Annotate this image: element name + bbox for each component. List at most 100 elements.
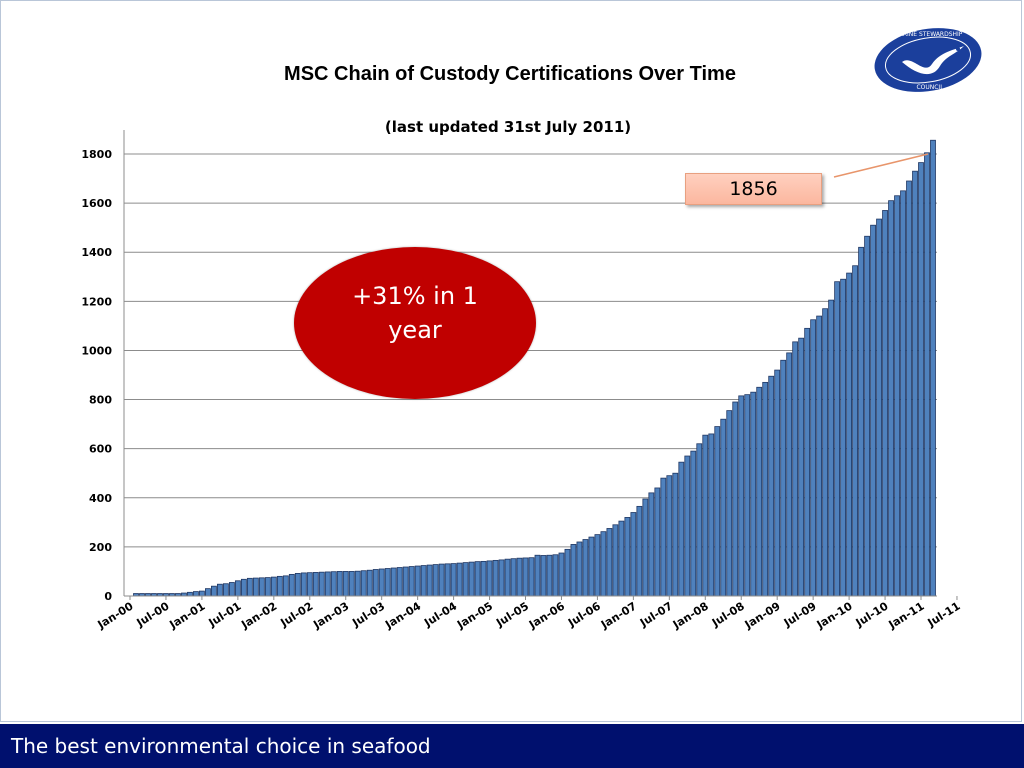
y-tick-label: 1200 [81,295,112,308]
bar [360,570,367,597]
x-tick-label: Jul-00 [134,599,172,630]
bar [534,554,541,597]
bar [420,565,427,597]
bar [624,517,631,597]
bar [618,520,625,597]
y-tick-label: 0 [104,590,112,603]
bar [588,536,595,597]
footer-text: The best environmental choice in seafood [11,734,431,758]
bar [205,588,211,597]
bar [816,315,823,597]
bar [576,541,583,597]
bar [330,571,337,597]
bar [654,487,661,597]
bar [606,528,613,597]
bar [678,461,685,597]
bar [876,218,882,597]
bar [498,559,505,597]
bar [666,475,673,597]
bar [324,571,331,597]
bar [294,573,301,597]
bar [264,577,271,597]
x-tick-label: Jan-00 [95,599,136,632]
x-tick-label: Jul-11 [925,600,963,630]
growth-annotation-text: +31% in 1 year [352,282,478,344]
bar [258,577,265,597]
bar [870,224,876,597]
bar [228,582,235,597]
logo-text-bottom: COUNCIL [916,84,944,91]
bar [738,395,745,597]
bar [810,319,817,597]
bar [798,337,805,597]
callout-leader-line [833,153,929,178]
bar [708,433,715,597]
bar [372,569,379,597]
x-tick-label: Jan-08 [670,600,711,632]
y-tick-labels: 0 200 400 600 800 1000 1200 1400 1600 1800 [81,148,112,603]
bar [432,564,439,597]
x-tick-label: Jan-06 [526,599,567,632]
bar [468,561,475,597]
bar [558,552,565,597]
bar [474,561,481,597]
bar [378,568,385,597]
x-tick-label: Jul-06 [565,599,603,630]
bar [822,308,829,597]
bar [336,571,343,597]
bar [882,210,888,597]
y-tick-label: 1600 [81,197,112,210]
bar [660,477,667,597]
chart-title: MSC Chain of Custody Certifications Over… [284,63,736,85]
bar [756,386,763,597]
bar [750,391,757,597]
bar [234,580,241,597]
x-tick-label: Jan-10 [814,599,855,632]
bar [930,139,936,597]
bar [864,235,870,597]
bar [906,180,912,597]
bar [894,195,900,597]
bar [918,162,924,597]
bar [199,590,205,597]
bar [702,434,709,597]
msc-logo-icon: MARINE STEWARDSHIP COUNCIL [874,28,982,92]
bar [408,566,415,597]
bar [786,352,793,597]
bar [714,426,721,597]
bar [318,571,325,597]
logo-text-top: MARINE STEWARDSHIP [894,31,963,38]
chart-subtitle: (last updated 31st July 2011) [384,118,632,136]
bar [594,534,601,597]
x-tick-label: Jul-08 [709,600,747,630]
bar [834,281,841,597]
growth-annotation-ellipse: +31% in 1 year [294,247,536,399]
x-tick-label: Jul-03 [349,600,387,630]
bar [510,558,517,597]
bar [804,327,811,597]
x-tick-label: Jul-05 [493,600,531,630]
y-tick-label: 1000 [81,344,112,357]
bar [912,170,918,597]
x-tick-label: Jan-07 [598,600,639,632]
x-tick-label: Jan-01 [166,600,207,632]
bar [690,450,697,597]
axes [123,130,958,600]
y-tick-label: 400 [89,492,112,505]
bar [564,548,571,597]
bar [828,299,835,597]
bar [924,152,930,597]
bar [444,563,451,597]
bar [486,560,493,597]
bar [456,562,463,597]
bar [480,560,487,597]
bar [570,544,577,597]
x-tick-label: Jul-10 [853,599,891,630]
bar [900,190,906,597]
bar [774,369,781,597]
bar [288,573,295,597]
bar [726,410,733,597]
bar [450,563,457,597]
bar [852,265,858,597]
x-tick-label: Jul-01 [206,600,244,630]
